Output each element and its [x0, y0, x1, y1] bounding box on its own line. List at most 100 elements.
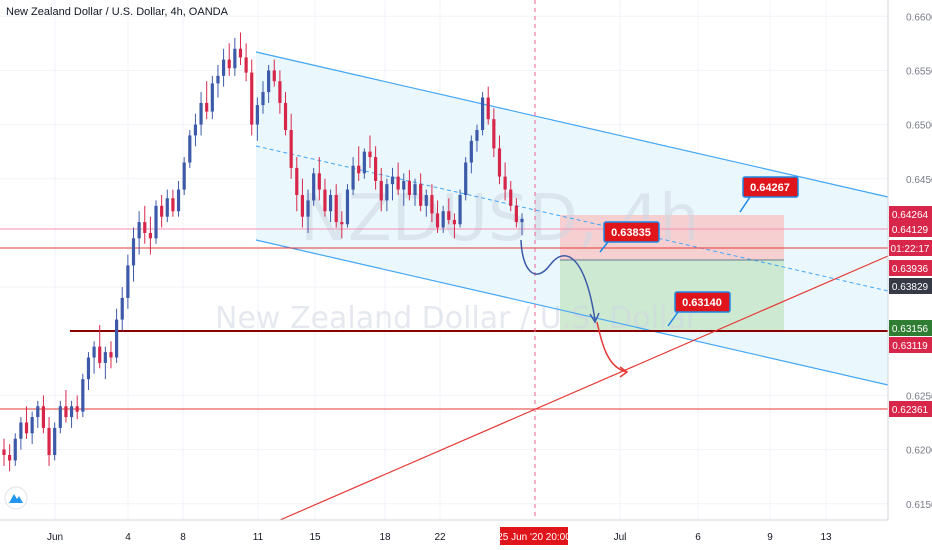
candle [328, 189, 333, 223]
time-tick-label: 4 [125, 532, 131, 543]
candle [351, 157, 355, 195]
candle [8, 444, 12, 472]
candle [41, 395, 46, 434]
candle [278, 70, 282, 114]
candle [520, 213, 524, 236]
candle [317, 157, 321, 201]
projection-arrow-red [619, 366, 629, 378]
time-tick-label: 11 [253, 532, 264, 543]
annotation-0.63140-text: 0.63140 [682, 297, 722, 309]
candle [143, 205, 147, 244]
candle [385, 178, 389, 212]
candle [176, 180, 181, 217]
price-labels: 0.64264 0.64129 01:22:17 0.63936 0.63829 0.63… [889, 206, 932, 417]
candle [233, 37, 237, 76]
annotation-0.63140[interactable]: 0.63140 [667, 291, 731, 327]
candle [199, 92, 203, 136]
time-axis-ticks: Jun 4 8 11 15 18 22 Jul 6 9 13 [47, 532, 832, 543]
price-tick-label: 0.61500 [906, 500, 932, 511]
channel-lower-line[interactable] [255, 239, 889, 386]
annotation-0.64267[interactable]: 0.64267 [739, 176, 799, 213]
trend-line[interactable] [279, 255, 889, 521]
current-time-label: 25 Jun '20 20:00 [497, 532, 571, 543]
time-axis[interactable] [0, 520, 932, 550]
channel-mid-line[interactable] [255, 145, 889, 292]
candle [407, 170, 411, 201]
candle [306, 189, 310, 233]
candle [435, 200, 440, 233]
candle [216, 65, 220, 98]
price-label: 0.64264 [889, 206, 932, 222]
candle [92, 341, 96, 374]
projection-path-blue [520, 239, 596, 321]
watermark-symbol: NZDUSD, 4h [300, 182, 700, 256]
annotation-0.64267-text: 0.64267 [750, 182, 790, 194]
candle [464, 157, 468, 201]
candle [413, 178, 417, 206]
candles [2, 32, 524, 472]
candle [64, 390, 68, 423]
time-tick-label: 6 [695, 532, 701, 543]
candle [221, 48, 226, 87]
candle [86, 352, 91, 390]
candle [424, 189, 428, 217]
candle [458, 189, 462, 228]
candle [182, 157, 186, 195]
candle [340, 211, 344, 239]
candle [131, 227, 136, 282]
candle [261, 81, 265, 114]
candle [120, 287, 124, 331]
candle [36, 400, 40, 428]
candle [469, 135, 473, 174]
candle [75, 395, 79, 420]
candle [2, 438, 6, 466]
candle [69, 400, 74, 428]
projection-arrow-blue [589, 312, 600, 324]
candle [109, 341, 113, 369]
candle [47, 417, 51, 466]
candle [419, 173, 423, 212]
price-tick-label: 0.66000 [906, 12, 932, 23]
candle [295, 157, 299, 212]
candle [98, 325, 102, 369]
candle [210, 75, 214, 120]
time-tick-label: 22 [434, 532, 446, 543]
candle [430, 184, 434, 223]
time-tick-label: Jul [614, 532, 627, 543]
candle [441, 205, 445, 233]
annotation-0.63835[interactable]: 0.63835 [599, 221, 660, 253]
chart-title: New Zealand Dollar / U.S. Dollar, 4h, OA… [6, 6, 228, 18]
price-tick-label: 0.64500 [906, 175, 932, 186]
candle [362, 148, 366, 179]
candle [103, 346, 107, 380]
candle [396, 162, 400, 195]
price-label: 0.63156 [889, 320, 932, 336]
candle [390, 167, 395, 201]
candle [447, 198, 451, 225]
price-label: 0.64129 [889, 221, 932, 237]
candle [283, 92, 288, 136]
candle [81, 373, 85, 418]
price-tick-label: 0.65000 [906, 121, 932, 132]
candle [312, 167, 316, 206]
candle [357, 146, 361, 181]
candle [503, 162, 507, 201]
candle [480, 92, 485, 136]
candle [13, 433, 17, 466]
candle [165, 189, 169, 223]
candle [497, 135, 502, 185]
time-tick-label: 15 [309, 532, 321, 543]
tradingview-logo-icon[interactable] [4, 486, 28, 510]
candle [171, 189, 175, 217]
channel-upper-line[interactable] [255, 51, 889, 198]
candle [402, 173, 406, 206]
candle [148, 216, 152, 255]
candle [154, 200, 158, 244]
candle [250, 59, 254, 136]
candle [300, 178, 305, 228]
candle [205, 81, 209, 120]
time-tick-label: 9 [767, 532, 773, 543]
candle [227, 43, 231, 76]
candle [492, 108, 496, 158]
